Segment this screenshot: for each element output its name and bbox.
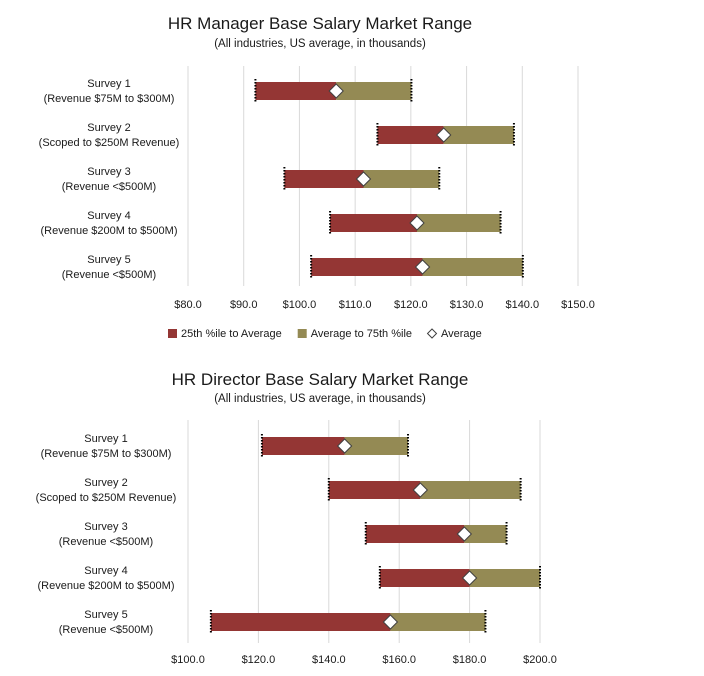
bar-average-to-75th: [420, 481, 521, 499]
bar-25th-to-average: [311, 258, 423, 276]
bar-average-to-75th: [464, 525, 507, 543]
category-label-scope: (Revenue <$500M): [59, 624, 153, 636]
hr-manager-chart: HR Manager Base Salary Market Range (All…: [39, 14, 595, 340]
x-tick-label: $180.0: [453, 654, 487, 666]
average-marker: [382, 614, 399, 630]
legend-label: 25th %ile to Average: [181, 328, 282, 340]
x-tick-label: $140.0: [312, 654, 346, 666]
x-tick-label: $100.0: [283, 299, 317, 311]
legend-label: Average: [441, 328, 482, 340]
average-marker: [412, 482, 429, 498]
chart-title: HR Manager Base Salary Market Range: [167, 14, 473, 33]
x-tick-label: $100.0: [171, 654, 205, 666]
bar-average-to-75th: [469, 569, 540, 587]
bar-25th-to-average: [377, 126, 444, 144]
category-label-scope: (Revenue <$500M): [59, 536, 153, 548]
bar-25th-to-average: [284, 170, 364, 188]
legend-label: Average to 75th %ile: [311, 328, 412, 340]
x-tick-label: $200.0: [523, 654, 557, 666]
bar-average-to-75th: [344, 437, 408, 455]
chart-subtitle: (All industries, US average, in thousand…: [214, 38, 426, 50]
bar-average-to-75th: [443, 126, 514, 144]
bar-25th-to-average: [379, 569, 470, 587]
category-label-scope: (Revenue $75M to $300M): [44, 93, 175, 105]
bar-25th-to-average: [330, 214, 417, 232]
bar-25th-to-average: [261, 437, 345, 455]
hr-director-plot: Survey 1 (Revenue $75M to $300M) Survey 2 (…: [36, 420, 557, 666]
bar-average-to-75th: [363, 170, 440, 188]
category-label-name: Survey 4: [84, 565, 127, 577]
bar-average-to-75th: [422, 258, 523, 276]
category-label-name: Survey 2: [84, 477, 127, 489]
hr-director-chart: HR Director Base Salary Market Range (Al…: [0, 360, 704, 676]
average-marker: [461, 570, 478, 586]
category-label-name: Survey 4: [87, 210, 130, 222]
average-marker: [355, 171, 372, 187]
category-label-name: Survey 1: [87, 78, 130, 90]
x-tick-label: $90.0: [230, 299, 258, 311]
bar-25th-to-average: [255, 82, 337, 100]
x-tick-label: $130.0: [450, 299, 484, 311]
x-tick-label: $120.0: [242, 654, 276, 666]
category-label-scope: (Revenue <$500M): [62, 181, 156, 193]
x-tick-label: $160.0: [382, 654, 416, 666]
x-tick-label: $80.0: [174, 299, 202, 311]
average-marker: [436, 127, 452, 143]
category-label-name: Survey 3: [84, 521, 127, 533]
category-label-scope: (Scoped to $250M Revenue): [36, 492, 177, 504]
bar-25th-to-average: [365, 525, 465, 543]
category-label-scope: (Revenue <$500M): [62, 269, 156, 281]
average-marker: [328, 83, 344, 99]
legend-swatch: [297, 329, 307, 338]
hr-manager-plot: Survey 1 (Revenue $75M to $300M) Survey 2 (…: [39, 66, 595, 340]
legend-swatch: [168, 329, 177, 338]
legend-marker: [426, 328, 438, 339]
category-label-name: Survey 1: [84, 433, 127, 445]
bar-average-to-75th: [390, 613, 486, 631]
bar-25th-to-average: [328, 481, 421, 499]
category-label-name: Survey 5: [84, 609, 127, 621]
category-label-scope: (Scoped to $250M Revenue): [39, 137, 180, 149]
x-tick-label: $150.0: [561, 299, 595, 311]
x-tick-label: $110.0: [339, 299, 372, 311]
average-marker: [414, 259, 431, 275]
average-marker: [456, 526, 473, 542]
bar-average-to-75th: [416, 214, 501, 232]
category-label-name: Survey 5: [87, 254, 130, 266]
chart-subtitle: (All industries, US average, in thousand…: [214, 393, 426, 405]
x-tick-label: $120.0: [394, 299, 428, 311]
category-label-scope: (Revenue $75M to $300M): [41, 448, 172, 460]
category-label-scope: (Revenue $200M to $500M): [41, 225, 178, 237]
category-label-scope: (Revenue $200M to $500M): [38, 580, 175, 592]
bar-average-to-75th: [336, 82, 412, 100]
category-label-name: Survey 2: [87, 122, 130, 134]
category-label-name: Survey 3: [87, 166, 130, 178]
bar-25th-to-average: [210, 613, 391, 631]
chart-title: HR Director Base Salary Market Range: [171, 370, 469, 389]
average-marker: [336, 438, 353, 454]
average-marker: [409, 215, 425, 231]
x-tick-label: $140.0: [505, 299, 539, 311]
